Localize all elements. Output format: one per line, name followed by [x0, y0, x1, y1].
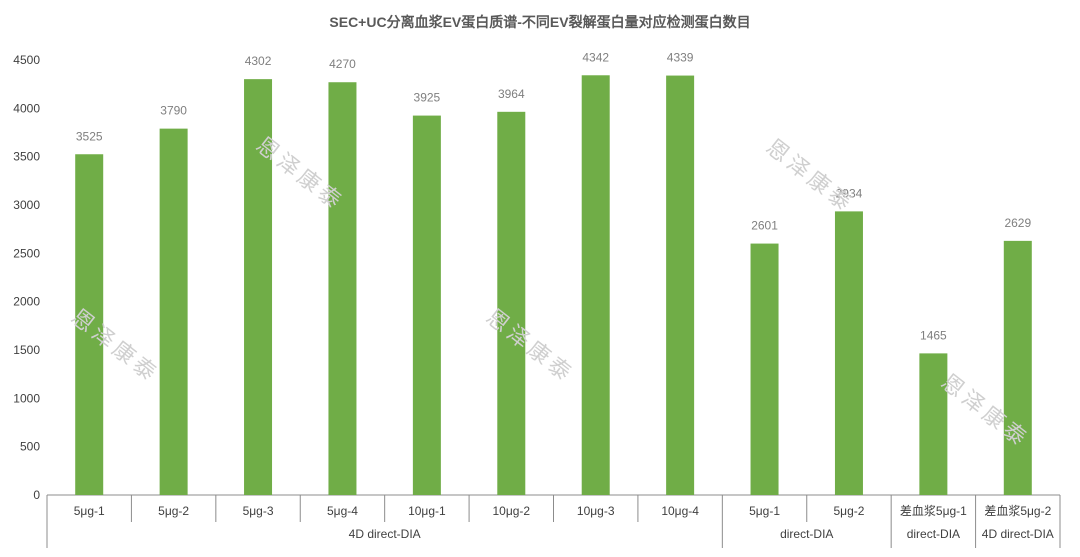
- data-label: 1465: [920, 328, 947, 342]
- data-label: 2629: [1004, 216, 1031, 230]
- bar: [1003, 240, 1032, 495]
- y-tick-label: 3500: [13, 150, 40, 164]
- group-label: 4D direct-DIA: [349, 527, 421, 541]
- category-label: 5μg-1: [749, 504, 780, 518]
- y-tick-label: 0: [33, 488, 40, 502]
- category-label: 10μg-1: [408, 504, 446, 518]
- bar: [412, 115, 441, 495]
- bar: [919, 353, 948, 495]
- group-label: direct-DIA: [907, 527, 960, 541]
- bar: [497, 111, 526, 496]
- category-label: 差血浆5μg-1: [900, 503, 967, 518]
- data-label: 3790: [160, 104, 187, 118]
- y-tick-label: 1000: [13, 391, 40, 405]
- category-label: 5μg-2: [833, 504, 864, 518]
- data-label: 2601: [751, 219, 778, 233]
- bar: [159, 128, 188, 495]
- group-label: 4D direct-DIA: [982, 527, 1054, 541]
- bar: [750, 243, 779, 495]
- bar: [666, 75, 695, 496]
- bar: [581, 75, 610, 496]
- data-label: 4302: [245, 54, 272, 68]
- data-label: 3525: [76, 129, 103, 143]
- data-label: 2934: [836, 186, 863, 200]
- y-tick-label: 2000: [13, 295, 40, 309]
- bar: [75, 154, 104, 495]
- data-label: 3964: [498, 87, 525, 101]
- category-label: 5μg-4: [327, 504, 358, 518]
- data-label: 4339: [667, 51, 694, 65]
- data-label: 4342: [582, 50, 609, 64]
- category-label: 5μg-3: [243, 504, 274, 518]
- y-tick-label: 4000: [13, 101, 40, 115]
- y-tick-label: 3000: [13, 198, 40, 212]
- y-tick-label: 500: [20, 440, 40, 454]
- category-label: 差血浆5μg-2: [984, 503, 1051, 518]
- category-label: 5μg-1: [74, 504, 105, 518]
- y-tick-label: 4500: [13, 53, 40, 67]
- category-label: 10μg-2: [492, 504, 530, 518]
- bar: [834, 211, 863, 495]
- category-label: 10μg-3: [577, 504, 615, 518]
- y-tick-label: 2500: [13, 246, 40, 260]
- chart-title: SEC+UC分离血浆EV蛋白质谱-不同EV裂解蛋白量对应检测蛋白数目: [329, 14, 751, 30]
- data-label: 4270: [329, 57, 356, 71]
- category-label: 10μg-4: [661, 504, 699, 518]
- bar: [328, 82, 357, 495]
- y-tick-label: 1500: [13, 343, 40, 357]
- group-label: direct-DIA: [780, 527, 833, 541]
- data-label: 3925: [414, 91, 441, 105]
- bar: [244, 79, 273, 495]
- category-label: 5μg-2: [158, 504, 189, 518]
